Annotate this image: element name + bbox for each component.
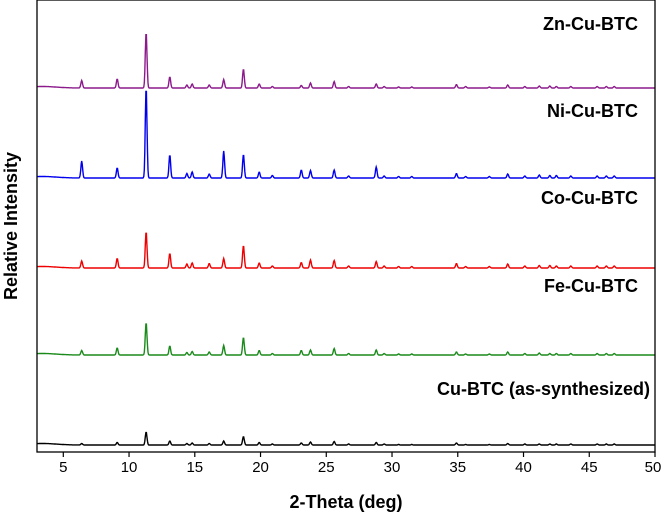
series-line-co-cu-btc [37,232,655,269]
series-line-fe-cu-btc [37,323,655,356]
x-tick-label: 50 [645,459,662,476]
x-tick-label: 35 [449,459,466,476]
series-label: Co-Cu-BTC [541,188,638,208]
series-label: Cu-BTC (as-synthesized) [437,379,650,399]
x-tick-label: 20 [252,459,269,476]
x-tick-label: 5 [59,459,67,476]
series-layer [37,34,655,446]
x-tick-label: 10 [121,459,138,476]
x-tick-label: 45 [581,459,598,476]
x-tick-label: 30 [384,459,401,476]
series-label: Zn-Cu-BTC [543,14,638,34]
series-line-zn-cu-btc [37,34,655,89]
series-label: Fe-Cu-BTC [544,276,638,296]
plot-frame [36,0,656,453]
series-line-cu-btc-as-synthesized [37,431,655,446]
x-axis-ticks: 5 10 15 20 25 30 35 40 45 50 [59,452,661,476]
x-axis-title: 2-Theta (deg) [289,492,402,512]
y-axis-title: Relative Intensity [1,152,21,300]
series-line-ni-cu-btc [37,90,655,179]
series-labels: Zn-Cu-BTC Ni-Cu-BTC Co-Cu-BTC Fe-Cu-BTC Cu-B… [437,14,650,399]
x-tick-label: 40 [515,459,532,476]
series-label: Ni-Cu-BTC [547,101,638,121]
x-tick-label: 15 [186,459,203,476]
x-tick-label: 25 [318,459,335,476]
